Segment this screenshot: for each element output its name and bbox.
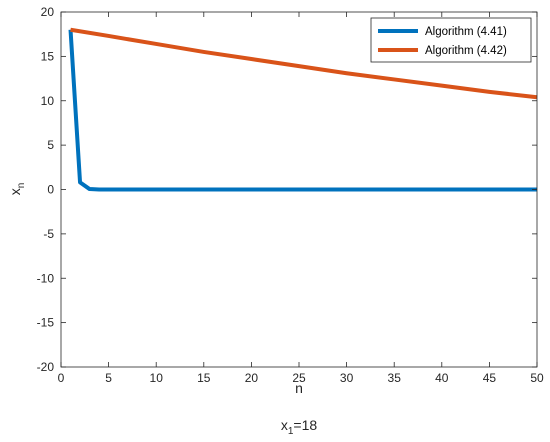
x-tick-label: 15 bbox=[197, 371, 211, 385]
x-tick-label: 0 bbox=[58, 371, 65, 385]
x-tick-label: 35 bbox=[388, 371, 402, 385]
x-tick-label: 5 bbox=[105, 371, 112, 385]
caption: x1=18 bbox=[281, 417, 318, 437]
series-line-algorithm-4-42 bbox=[70, 27, 538, 100]
x-axis-label: n bbox=[295, 380, 303, 396]
y-tick-label: -20 bbox=[37, 360, 55, 374]
y-tick-label: 15 bbox=[41, 49, 55, 63]
y-tick-label: 10 bbox=[41, 94, 55, 108]
x-tick-label: 10 bbox=[150, 371, 164, 385]
caption-base: x bbox=[281, 417, 288, 433]
y-tick-label: -10 bbox=[37, 271, 55, 285]
y-tick-label: -15 bbox=[37, 316, 55, 330]
caption-value: =18 bbox=[293, 417, 317, 433]
x-tick-label: 25 bbox=[292, 371, 306, 385]
legend: Algorithm (4.41) Algorithm (4.42) bbox=[370, 17, 532, 63]
caption-subscript: 1 bbox=[288, 426, 294, 437]
legend-label-algorithm-4-42: Algorithm (4.42) bbox=[425, 45, 507, 57]
x-tick-label: 30 bbox=[340, 371, 354, 385]
series-layer bbox=[68, 27, 538, 192]
y-axis-label-subscript: n bbox=[16, 183, 27, 189]
y-tick-label: 0 bbox=[47, 183, 54, 197]
y-tick-label: 20 bbox=[41, 5, 55, 19]
x-axis-ticks: 0 5 10 15 20 25 30 35 40 45 50 bbox=[58, 12, 544, 385]
y-axis-ticks: -20 -15 -10 -5 0 5 10 15 20 bbox=[37, 5, 537, 374]
x-tick-label: 20 bbox=[245, 371, 259, 385]
legend-box bbox=[370, 17, 532, 63]
series-line-algorithm-4-41 bbox=[68, 29, 537, 192]
x-tick-label: 50 bbox=[530, 371, 544, 385]
x-tick-label: 45 bbox=[483, 371, 497, 385]
y-axis-label: xn bbox=[7, 183, 27, 196]
y-axis-label-base: x bbox=[7, 188, 23, 195]
y-tick-label: 5 bbox=[47, 138, 54, 152]
plot-frame bbox=[60, 11, 538, 368]
legend-label-algorithm-4-41: Algorithm (4.41) bbox=[425, 26, 507, 38]
y-tick-label: -5 bbox=[43, 227, 54, 241]
x-tick-label: 40 bbox=[435, 371, 449, 385]
